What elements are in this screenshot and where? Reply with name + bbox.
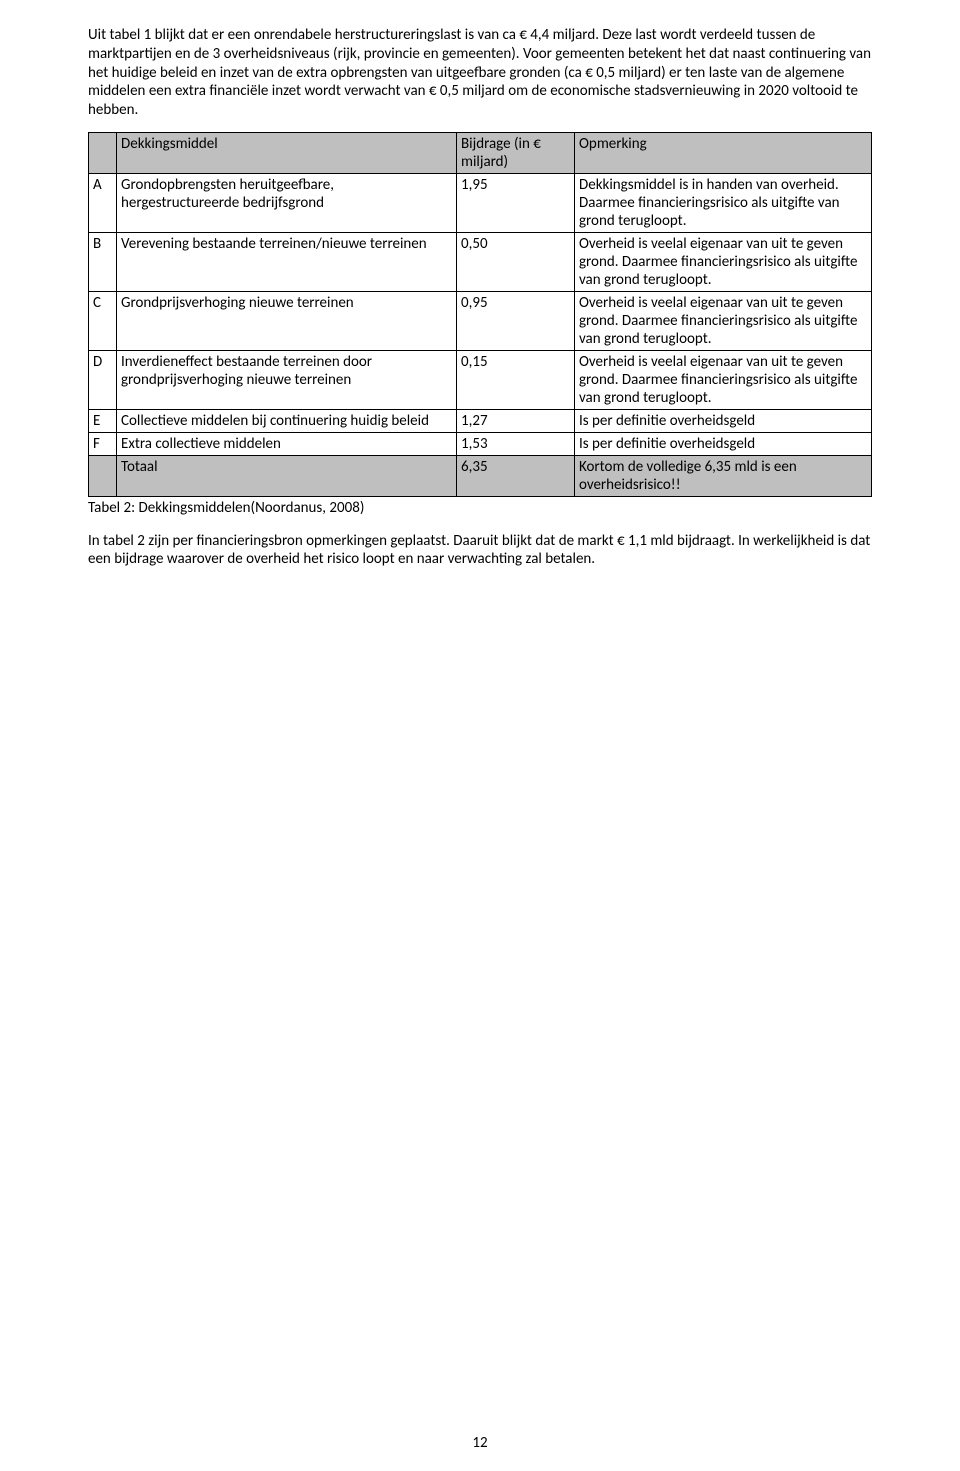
total-note: Kortom de volledige 6,35 mld is een over… xyxy=(575,455,872,496)
row-val: 0,50 xyxy=(457,232,575,291)
row-note: Overheid is veelal eigenaar van uit te g… xyxy=(575,350,872,409)
page-number: 12 xyxy=(0,1434,960,1453)
row-letter: A xyxy=(89,173,117,232)
row-desc: Grondprijsverhoging nieuwe terreinen xyxy=(117,291,457,350)
row-desc: Verevening bestaande terreinen/nieuwe te… xyxy=(117,232,457,291)
row-note: Dekkingsmiddel is in handen van overheid… xyxy=(575,173,872,232)
row-val: 0,15 xyxy=(457,350,575,409)
table-row: E Collectieve middelen bij continuering … xyxy=(89,409,872,432)
row-letter: D xyxy=(89,350,117,409)
total-letter xyxy=(89,455,117,496)
table-header-val: Bijdrage (in € miljard) xyxy=(457,132,575,173)
row-val: 1,53 xyxy=(457,432,575,455)
row-val: 1,27 xyxy=(457,409,575,432)
table-row: C Grondprijsverhoging nieuwe terreinen 0… xyxy=(89,291,872,350)
table-row: D Inverdieneffect bestaande terreinen do… xyxy=(89,350,872,409)
row-desc: Collectieve middelen bij continuering hu… xyxy=(117,409,457,432)
dekkingsmiddelen-table: Dekkingsmiddel Bijdrage (in € miljard) O… xyxy=(88,132,872,497)
page: Uit tabel 1 blijkt dat er een onrendabel… xyxy=(0,0,960,1471)
row-val: 0,95 xyxy=(457,291,575,350)
row-desc: Extra collectieve middelen xyxy=(117,432,457,455)
table-header-letter xyxy=(89,132,117,173)
table-total-row: Totaal 6,35 Kortom de volledige 6,35 mld… xyxy=(89,455,872,496)
total-val: 6,35 xyxy=(457,455,575,496)
outro-paragraph: In tabel 2 zijn per financieringsbron op… xyxy=(88,532,872,570)
row-note: Overheid is veelal eigenaar van uit te g… xyxy=(575,291,872,350)
row-note: Overheid is veelal eigenaar van uit te g… xyxy=(575,232,872,291)
row-note: Is per definitie overheidsgeld xyxy=(575,409,872,432)
table-row: B Verevening bestaande terreinen/nieuwe … xyxy=(89,232,872,291)
table-caption: Tabel 2: Dekkingsmiddelen(Noordanus, 200… xyxy=(88,499,872,518)
row-letter: E xyxy=(89,409,117,432)
row-note: Is per definitie overheidsgeld xyxy=(575,432,872,455)
intro-paragraph: Uit tabel 1 blijkt dat er een onrendabel… xyxy=(88,26,872,120)
row-letter: F xyxy=(89,432,117,455)
table-header-desc: Dekkingsmiddel xyxy=(117,132,457,173)
table-header-row: Dekkingsmiddel Bijdrage (in € miljard) O… xyxy=(89,132,872,173)
table-row: A Grondopbrengsten heruitgeefbare, herge… xyxy=(89,173,872,232)
table-header-note: Opmerking xyxy=(575,132,872,173)
row-letter: C xyxy=(89,291,117,350)
row-desc: Grondopbrengsten heruitgeefbare, hergest… xyxy=(117,173,457,232)
total-desc: Totaal xyxy=(117,455,457,496)
row-val: 1,95 xyxy=(457,173,575,232)
table-row: F Extra collectieve middelen 1,53 Is per… xyxy=(89,432,872,455)
row-desc: Inverdieneffect bestaande terreinen door… xyxy=(117,350,457,409)
row-letter: B xyxy=(89,232,117,291)
